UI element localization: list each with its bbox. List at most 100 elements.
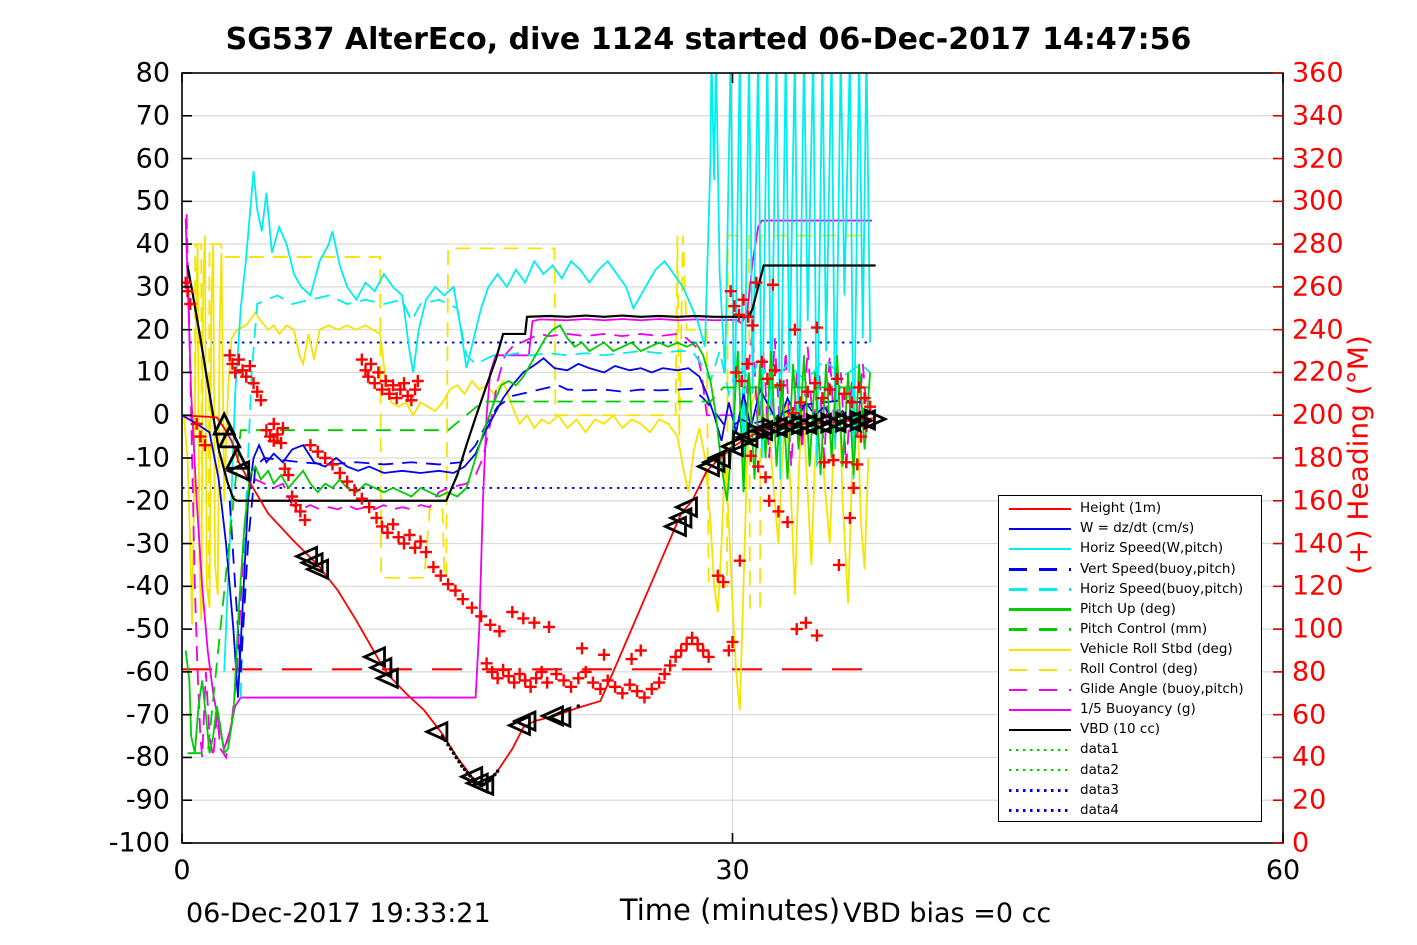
glider-marker [662,515,687,538]
legend-label: W = dz/dt (cm/s) [1080,520,1195,537]
glider-marker [673,496,698,519]
tick-label: 20 [1292,784,1327,816]
legend-label: VBD (10 cc) [1080,721,1161,738]
legend-row: data3 [999,780,1261,800]
height-dot [495,769,500,773]
legend-row: Horiz Speed(buoy,pitch) [999,579,1261,599]
legend-line-sample [1009,769,1071,772]
legend-label: Horiz Speed(W,pitch) [1080,540,1224,557]
legend-row: Vert Speed(buoy,pitch) [999,559,1261,579]
tick-label: -50 [125,613,170,645]
tick-label: 70 [135,100,170,132]
glider-marker [700,451,726,474]
legend-line-sample [1009,527,1071,531]
legend-line-sample [1009,548,1071,551]
series-glide-angle [185,214,870,760]
tick-label: 180 [1292,442,1344,474]
tick-label: 120 [1292,570,1344,602]
legend-line-sample [1009,568,1071,571]
legend-line-sample [1009,809,1071,812]
glider-marker [511,709,537,733]
tick-label: 40 [1292,741,1327,773]
glider-marker [667,506,693,530]
height-dot [576,704,581,708]
chart-title: SG537 AlterEco, dive 1124 started 06-Dec… [225,22,1192,57]
dive-end-timestamp: 06-Dec-2017 19:33:21 [186,898,491,929]
tick-label: 60 [1292,699,1327,731]
vbd-bias-text: VBD bias =0 cc [843,898,1052,929]
series-vbd [186,264,876,502]
tick-label: 30 [135,271,170,303]
legend-label: Horiz Speed(buoy,pitch) [1080,580,1244,597]
legend-row: Pitch Up (deg) [999,599,1261,619]
legend-line-sample [1009,748,1071,752]
tick-label: 140 [1292,528,1344,560]
series-vehicle-roll [182,235,870,711]
glider-marker [863,407,889,431]
height-dot [457,759,461,764]
legend-row: data2 [999,760,1261,780]
glider-marker [367,656,393,679]
legend-line-sample [1009,648,1071,651]
glider-marker [373,667,399,690]
series-horiz-speed-w [223,73,872,672]
glider-marker [361,645,386,669]
legend-box: Height (1m) W = dz/dt (cm/s) Horiz Speed(W… [998,495,1262,822]
legend-line-sample [1009,628,1071,631]
legend-label: data4 [1080,801,1119,818]
legend-row: data4 [999,800,1261,820]
tick-label: 40 [135,228,170,260]
legend-row: W = dz/dt (cm/s) [999,519,1261,539]
tick-label: -20 [125,485,170,517]
height-dot [460,764,464,768]
tick-label: 320 [1292,143,1344,175]
tick-label: -90 [125,784,170,816]
series-pitch-control [187,386,871,755]
legend-label: data1 [1080,741,1119,758]
tick-label: 100 [1292,613,1344,645]
height-dot [462,767,467,772]
glider-marker [304,558,330,581]
glider-marker [546,706,572,729]
legend-label: Pitch Up (deg) [1080,600,1176,617]
tick-label: 160 [1292,485,1344,517]
legend-row: Glide Angle (buoy,pitch) [999,680,1261,700]
legend-line-sample [1009,507,1071,511]
legend-row: Pitch Control (mm) [999,620,1261,640]
legend-label: data2 [1080,761,1119,778]
tick-label: 80 [135,57,170,89]
tick-label: -10 [125,442,170,474]
legend-row: 1/5 Buoyancy (g) [999,700,1261,720]
legend-row: data1 [999,740,1261,760]
tick-label: 220 [1292,356,1344,388]
glider-marker [225,459,251,482]
legend-label: Pitch Control (mm) [1080,620,1208,637]
glider-marker [695,455,720,478]
legend-row: Roll Control (deg) [999,660,1261,680]
tick-label: 0 [152,399,170,431]
series-pitch-up [184,324,872,756]
tick-label: 360 [1292,57,1344,89]
tick-label: 300 [1292,185,1344,217]
legend-line-sample [1009,588,1071,591]
glider-marker [423,720,449,743]
tick-label: -30 [125,528,170,560]
legend-row: Horiz Speed(W,pitch) [999,539,1261,559]
tick-label: -60 [125,656,170,688]
legend-row: Vehicle Roll Stbd (deg) [999,640,1261,660]
tick-label: 240 [1292,314,1344,346]
legend-line-sample [1009,608,1071,611]
glider-marker [732,429,758,453]
height-dot [451,751,456,755]
height-dot [454,755,459,760]
tick-label: -100 [108,827,170,859]
legend-row: Height (1m) [999,499,1261,519]
tick-label: 340 [1292,100,1344,132]
tick-label: 280 [1292,228,1344,260]
legend-line-sample [1009,708,1071,712]
glider-marker [506,714,531,737]
legend-line-sample [1009,789,1071,792]
legend-line-sample [1009,728,1071,732]
